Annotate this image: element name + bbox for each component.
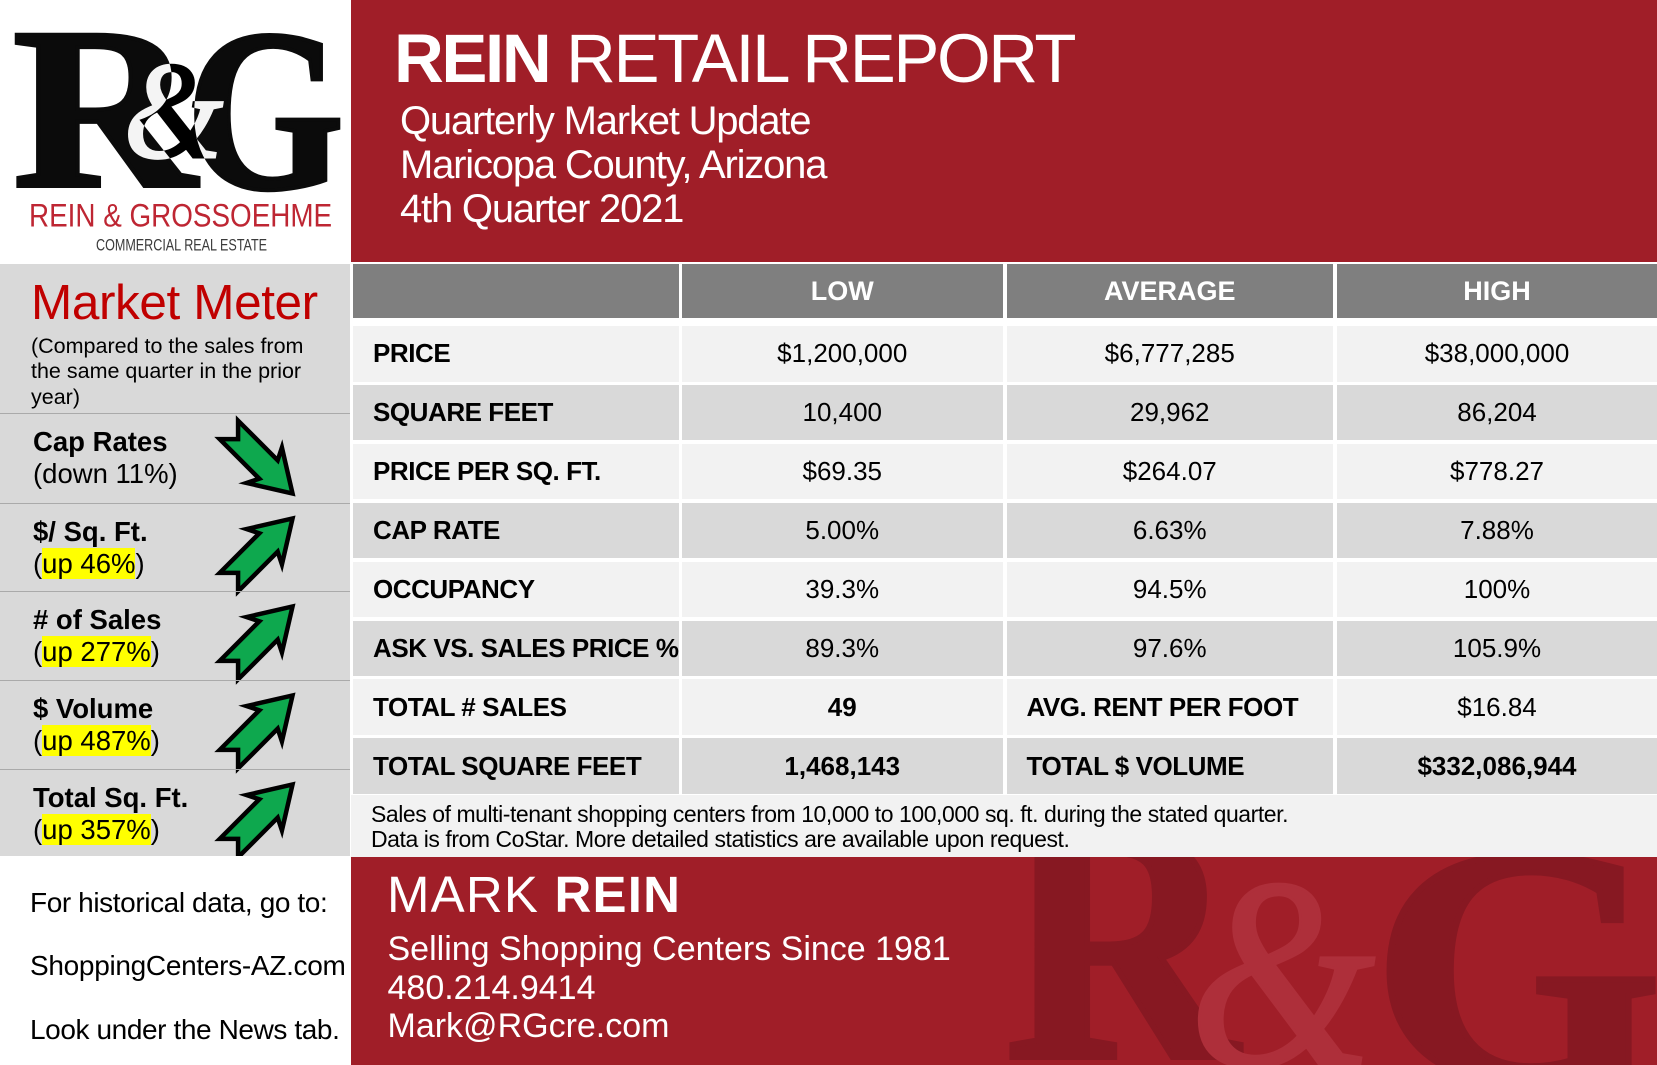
svg-text:&: & [1189, 857, 1376, 1065]
svg-text:G: G [186, 0, 344, 239]
svg-text:COMMERCIAL REAL ESTATE: COMMERCIAL REAL ESTATE [96, 236, 267, 255]
svg-text:G: G [1372, 857, 1657, 1065]
svg-text:REIN & GROSSOEHME: REIN & GROSSOEHME [29, 199, 332, 234]
svg-text:R: R [13, 0, 199, 236]
svg-text:R: R [1005, 857, 1242, 1065]
svg-text:&: & [124, 34, 223, 187]
